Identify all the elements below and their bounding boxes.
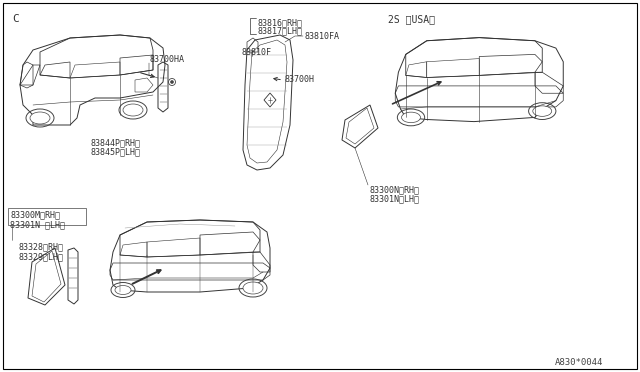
- Bar: [8, 208, 86, 225]
- Circle shape: [170, 80, 173, 83]
- Ellipse shape: [123, 104, 143, 116]
- Text: 83329〈LH〉: 83329〈LH〉: [18, 252, 63, 261]
- Text: 83700HA: 83700HA: [150, 55, 185, 64]
- Ellipse shape: [115, 285, 131, 295]
- Text: C: C: [12, 14, 19, 24]
- Text: A830*0044: A830*0044: [555, 358, 604, 367]
- Text: 83844P〈RH〉: 83844P〈RH〉: [90, 138, 140, 147]
- Text: 83300M〈RH〉: 83300M〈RH〉: [10, 210, 60, 219]
- Text: 83301N〈LH〉: 83301N〈LH〉: [370, 194, 420, 203]
- Text: 83816〈RH〉: 83816〈RH〉: [258, 18, 303, 27]
- Text: 83845P〈LH〉: 83845P〈LH〉: [90, 147, 140, 156]
- Text: 83810F: 83810F: [242, 48, 272, 57]
- Text: 83810FA: 83810FA: [305, 32, 340, 41]
- Ellipse shape: [30, 112, 50, 124]
- Text: 2S 〈USA〉: 2S 〈USA〉: [388, 14, 435, 24]
- Text: 83328〈RH〉: 83328〈RH〉: [18, 242, 63, 251]
- Text: 83300N〈RH〉: 83300N〈RH〉: [370, 185, 420, 194]
- Ellipse shape: [243, 282, 263, 294]
- Text: 83700H: 83700H: [285, 75, 315, 84]
- Text: 83301N 〈LH〉: 83301N 〈LH〉: [10, 220, 65, 229]
- Ellipse shape: [532, 106, 552, 116]
- Text: 83817〈LH〉: 83817〈LH〉: [258, 26, 303, 35]
- Ellipse shape: [401, 112, 420, 123]
